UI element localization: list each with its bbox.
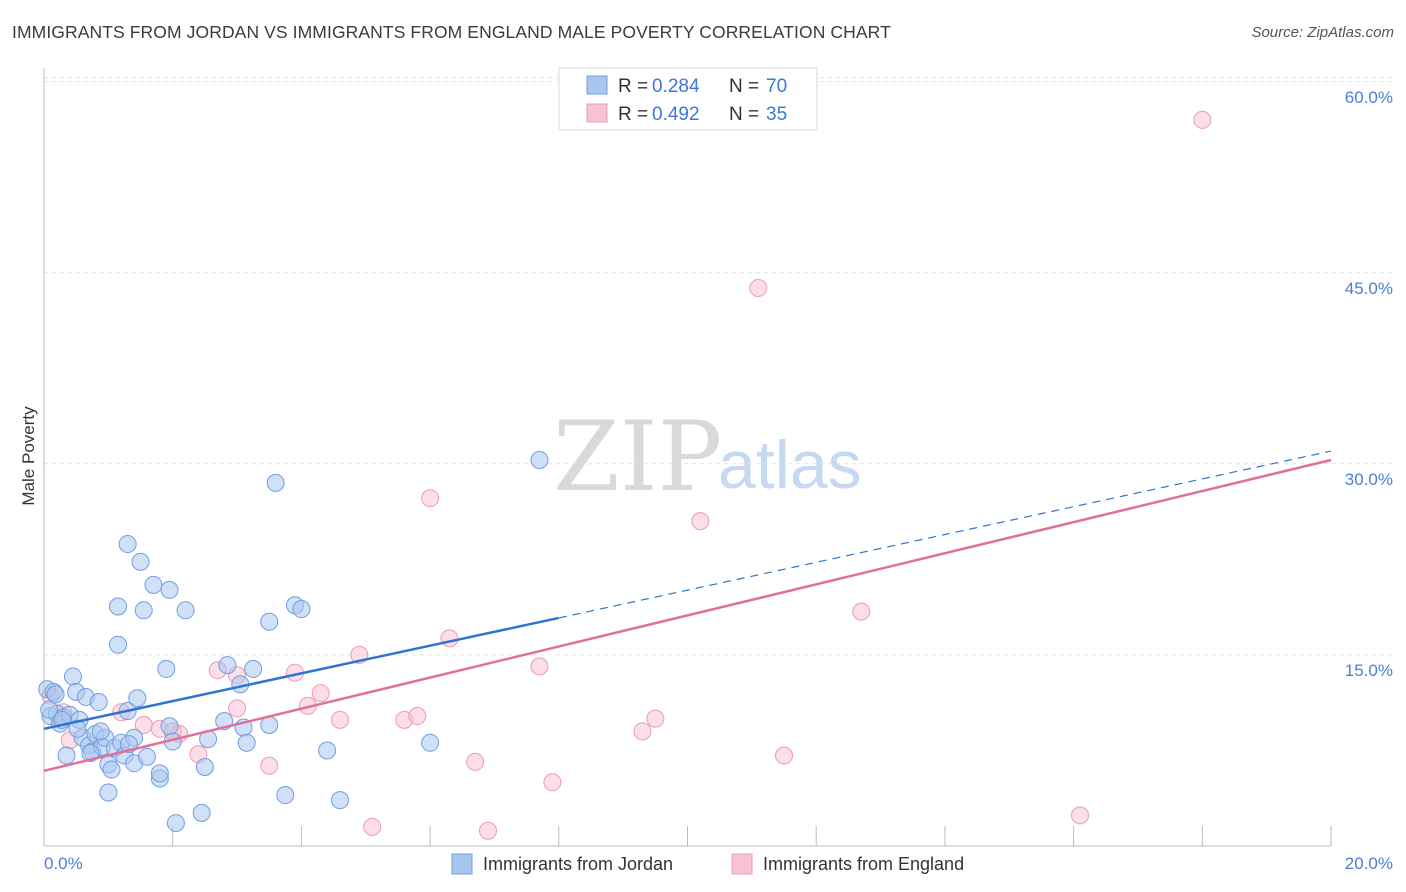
jordan-point (192, 803, 211, 822)
legend-n-label: N = (729, 104, 759, 125)
jordan-point (166, 814, 185, 833)
jordan-point (144, 575, 163, 594)
england-point (466, 752, 485, 771)
england-point (691, 512, 710, 531)
legend-n-value-england: 35 (766, 104, 787, 125)
x-tick-label-min: 0.0% (44, 854, 83, 873)
jordan-point (134, 601, 153, 620)
x-axis-ticks (43, 826, 1332, 846)
jordan-point (195, 758, 214, 777)
england-point (543, 773, 562, 792)
jordan-point (63, 667, 82, 686)
y-tick-label: 30.0% (1345, 470, 1393, 489)
jordan-point (318, 741, 337, 760)
y-tick-label: 15.0% (1345, 661, 1393, 680)
watermark-zip: ZIP (553, 401, 722, 513)
england-point (530, 657, 549, 676)
bottom-legend-swatch-jordan (451, 853, 473, 875)
jordan-trend-extension (558, 450, 1332, 619)
england-point (633, 722, 652, 741)
bottom-legend-label-england: Immigrants from England (763, 854, 964, 874)
gridlines (44, 77, 1393, 656)
england-point (363, 817, 382, 836)
england-point (440, 629, 459, 648)
jordan-point (530, 450, 549, 469)
legend-r-value-jordan: 0.284 (652, 76, 700, 97)
england-point (1193, 110, 1212, 129)
series-legend: Immigrants from Jordan Immigrants from E… (451, 853, 964, 875)
england-point (749, 278, 768, 297)
jordan-point (46, 685, 65, 704)
jordan-point (131, 552, 150, 571)
england-point (421, 489, 440, 508)
legend-r-value-england: 0.492 (652, 104, 700, 125)
jordan-point (331, 791, 350, 810)
source-label: Source: ZipAtlas.com (1251, 24, 1394, 41)
jordan-point (68, 719, 87, 738)
jordan-point (150, 764, 169, 783)
jordan-point (137, 747, 156, 766)
jordan-points (38, 450, 549, 833)
jordan-point (109, 635, 128, 654)
england-point (479, 821, 498, 840)
jordan-point (260, 612, 279, 631)
england-point (311, 684, 330, 703)
jordan-point (292, 600, 311, 619)
watermark: ZIP atlas (553, 401, 862, 513)
legend-r-label: R = (618, 76, 648, 97)
watermark-atlas: atlas (718, 427, 862, 503)
england-point (646, 709, 665, 728)
y-tick-label: 45.0% (1345, 279, 1393, 298)
legend-n-label: N = (729, 76, 759, 97)
y-tick-labels: 15.0% 30.0% 45.0% 60.0% (1345, 88, 1393, 680)
england-trend-line (43, 458, 1332, 773)
england-point (260, 756, 279, 775)
jordan-point (421, 733, 440, 752)
legend-n-value-jordan: 70 (766, 76, 787, 97)
chart-title: IMMIGRANTS FROM JORDAN VS IMMIGRANTS FRO… (12, 22, 891, 42)
legend-swatch-jordan (586, 75, 608, 95)
trend-lines (43, 450, 1332, 773)
jordan-point (160, 717, 179, 736)
legend-swatch-england (586, 103, 608, 123)
legend-r-label: R = (618, 104, 648, 125)
stats-legend: R = 0.284 N = 70 R = 0.492 N = 35 (558, 67, 818, 131)
jordan-point (57, 746, 76, 765)
jordan-point (40, 700, 59, 719)
jordan-point (102, 760, 121, 779)
jordan-point (244, 659, 263, 678)
bottom-legend-label-jordan: Immigrants from Jordan (483, 854, 673, 874)
england-point (775, 746, 794, 765)
england-point (852, 602, 871, 621)
jordan-point (89, 693, 108, 712)
jordan-point (91, 722, 110, 741)
jordan-point (237, 733, 256, 752)
x-tick-label-max: 20.0% (1345, 854, 1393, 873)
y-tick-label: 60.0% (1345, 88, 1393, 107)
jordan-point (109, 597, 128, 616)
england-point (228, 699, 247, 718)
jordan-point (176, 601, 195, 620)
england-point (408, 707, 427, 726)
jordan-point (276, 786, 295, 805)
jordan-point (99, 783, 118, 802)
jordan-trend-line (43, 616, 560, 731)
jordan-point (128, 689, 147, 708)
jordan-point (218, 656, 237, 675)
england-point (1071, 806, 1090, 825)
jordan-point (81, 743, 100, 762)
jordan-point (160, 580, 179, 599)
england-point (331, 710, 350, 729)
y-axis-label: Male Poverty (19, 406, 38, 506)
jordan-point (266, 473, 285, 492)
bottom-legend-swatch-england (731, 853, 753, 875)
jordan-point (157, 659, 176, 678)
jordan-point (118, 535, 137, 554)
